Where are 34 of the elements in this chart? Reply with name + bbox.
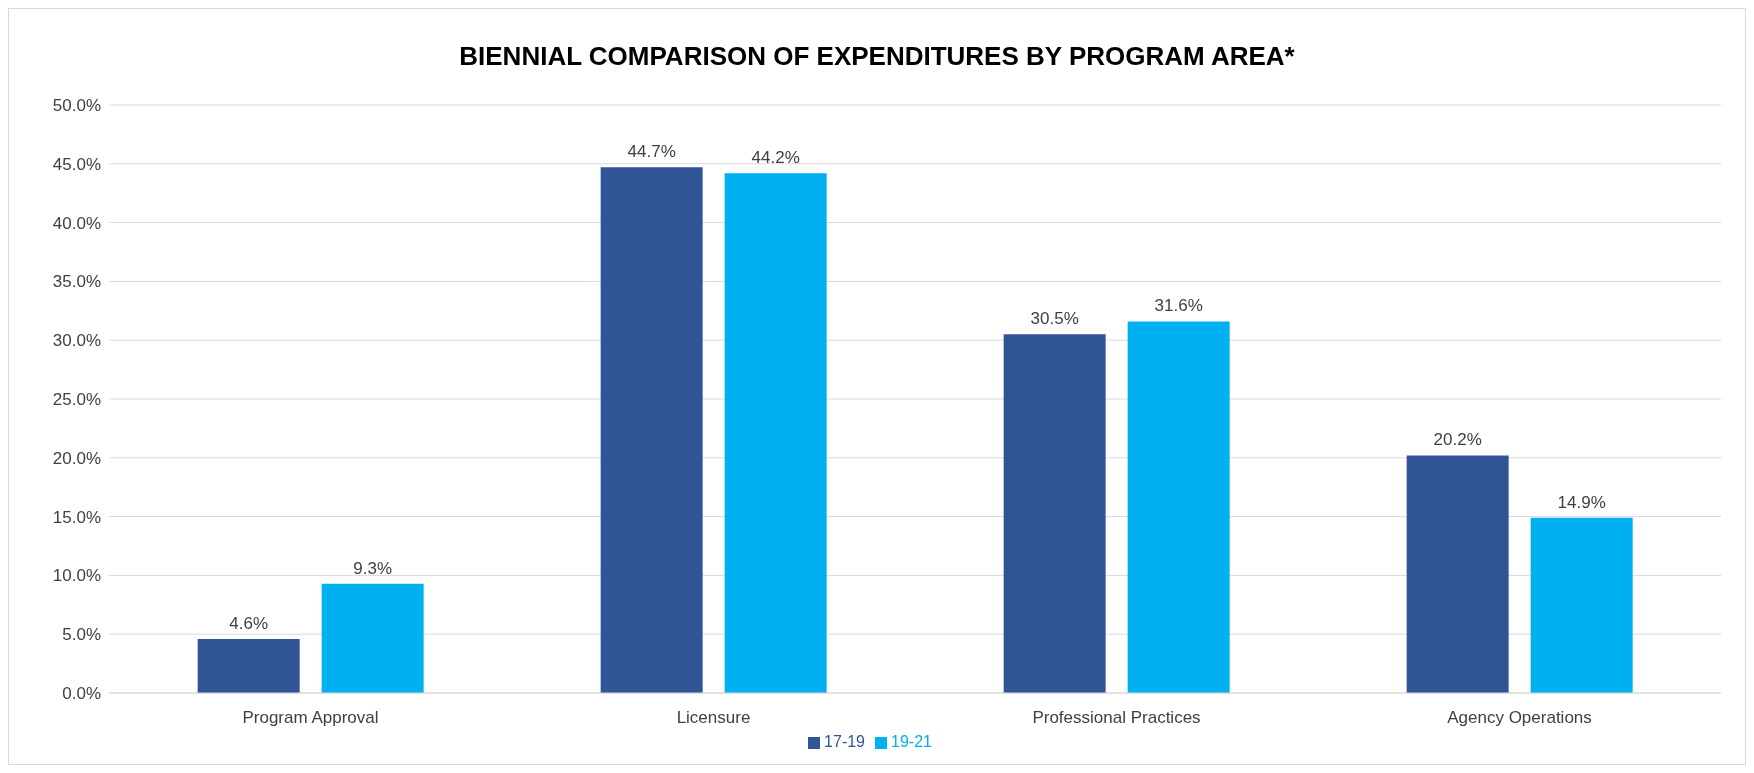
data-label: 44.7% — [627, 142, 676, 162]
data-label: 30.5% — [1030, 309, 1079, 329]
y-tick-label: 35.0% — [52, 272, 101, 292]
data-label: 31.6% — [1154, 296, 1203, 316]
bar — [724, 173, 827, 693]
chart-title: BIENNIAL COMPARISON OF EXPENDITURES BY PROGRAM AREA* — [458, 40, 1296, 73]
data-label: 14.9% — [1557, 492, 1606, 512]
data-label: 4.6% — [229, 613, 269, 633]
bar — [1530, 517, 1633, 693]
y-tick-label: 45.0% — [52, 154, 101, 174]
bar — [1003, 334, 1106, 693]
y-tick-label: 0.0% — [62, 684, 101, 704]
y-tick-label: 5.0% — [62, 625, 101, 645]
y-tick-label: 40.0% — [52, 213, 101, 233]
data-label: 44.2% — [751, 148, 800, 168]
y-tick-label: 25.0% — [52, 390, 101, 410]
bar — [321, 583, 424, 693]
bar — [1406, 455, 1509, 693]
y-tick-label: 15.0% — [52, 507, 101, 527]
x-tick-label: Program Approval — [242, 708, 379, 728]
x-tick-label: Agency Operations — [1447, 708, 1592, 728]
x-tick-label: Licensure — [676, 708, 751, 728]
y-tick-label: 50.0% — [52, 96, 101, 116]
y-tick-label: 20.0% — [52, 448, 101, 468]
data-label: 20.2% — [1433, 430, 1482, 450]
bar — [197, 638, 300, 693]
y-tick-label: 30.0% — [52, 331, 101, 351]
data-label: 9.3% — [353, 558, 393, 578]
legend-label: 17-19 — [824, 733, 865, 750]
legend-label: 19-21 — [891, 733, 932, 750]
bar — [1127, 321, 1230, 693]
y-tick-label: 10.0% — [52, 566, 101, 586]
x-tick-label: Professional Practices — [1032, 708, 1201, 728]
bar — [600, 167, 703, 693]
